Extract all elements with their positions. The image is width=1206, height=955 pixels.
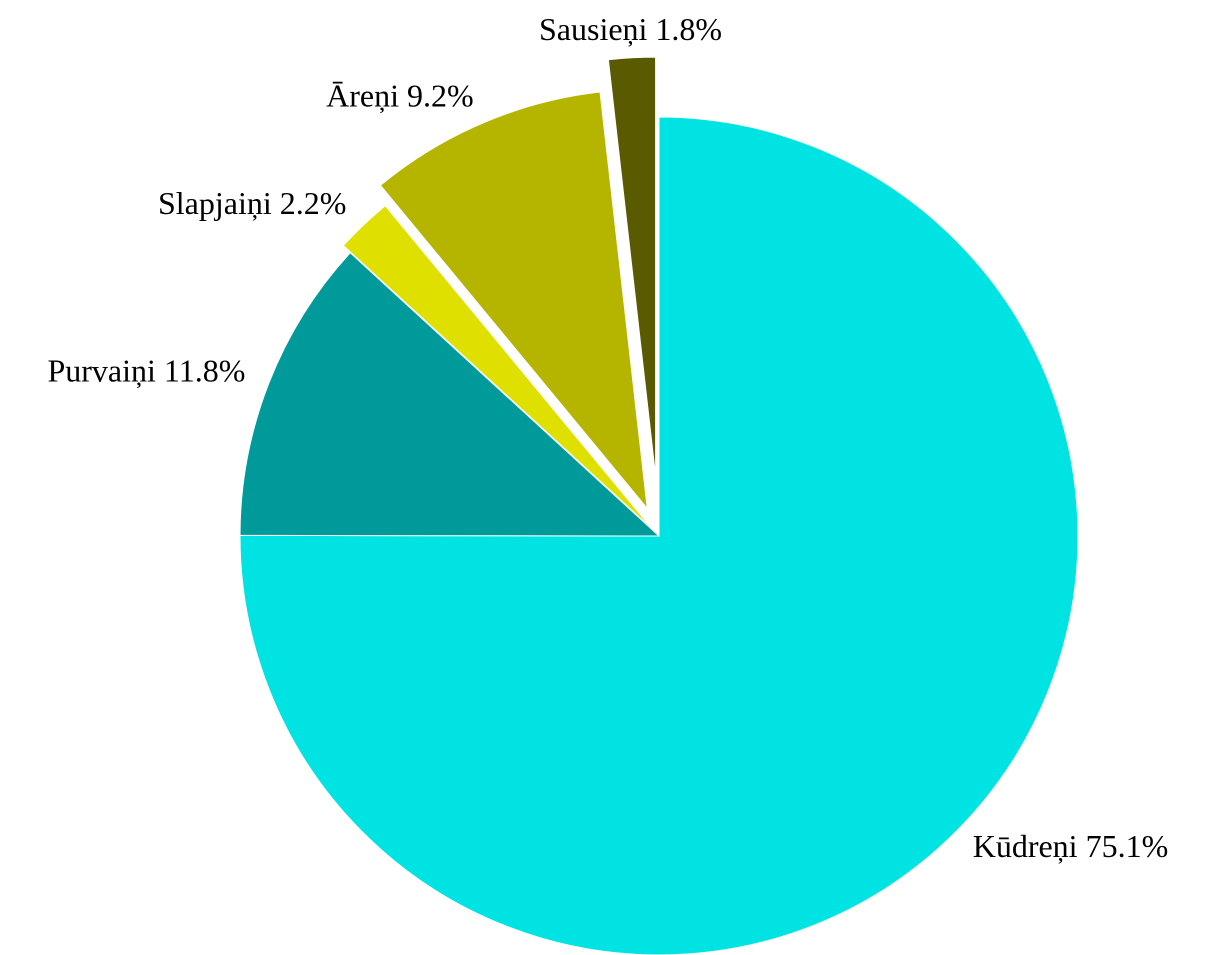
slice-value-label: 9.2% [407, 78, 474, 114]
pie-slice [607, 56, 657, 477]
slice-label: Slapjaiņi 2.2% [158, 185, 346, 221]
slice-category: Sausieņi [539, 11, 648, 47]
slice-value-label: 11.8% [164, 353, 245, 389]
pie-slice [342, 205, 653, 530]
slice-label: Āreņi 9.2% [326, 78, 474, 114]
slice-value-label: 75.1% [1086, 829, 1169, 865]
slice-value-label: 1.8% [655, 11, 722, 47]
slice-category: Purvaiņi [47, 353, 156, 389]
slice-label: Sausieņi 1.8% [539, 11, 722, 47]
slice-label: Kūdreņi 75.1% [973, 829, 1169, 865]
slice-label: Purvaiņi 11.8% [47, 353, 245, 389]
slice-value-label: 2.2% [280, 185, 347, 221]
pie-slice [239, 252, 661, 537]
pie-slice [239, 116, 1079, 955]
slice-category: Āreņi [326, 78, 399, 114]
pie-slice [379, 91, 648, 511]
slice-category: Kūdreņi [973, 829, 1078, 865]
slice-category: Slapjaiņi [158, 185, 272, 221]
